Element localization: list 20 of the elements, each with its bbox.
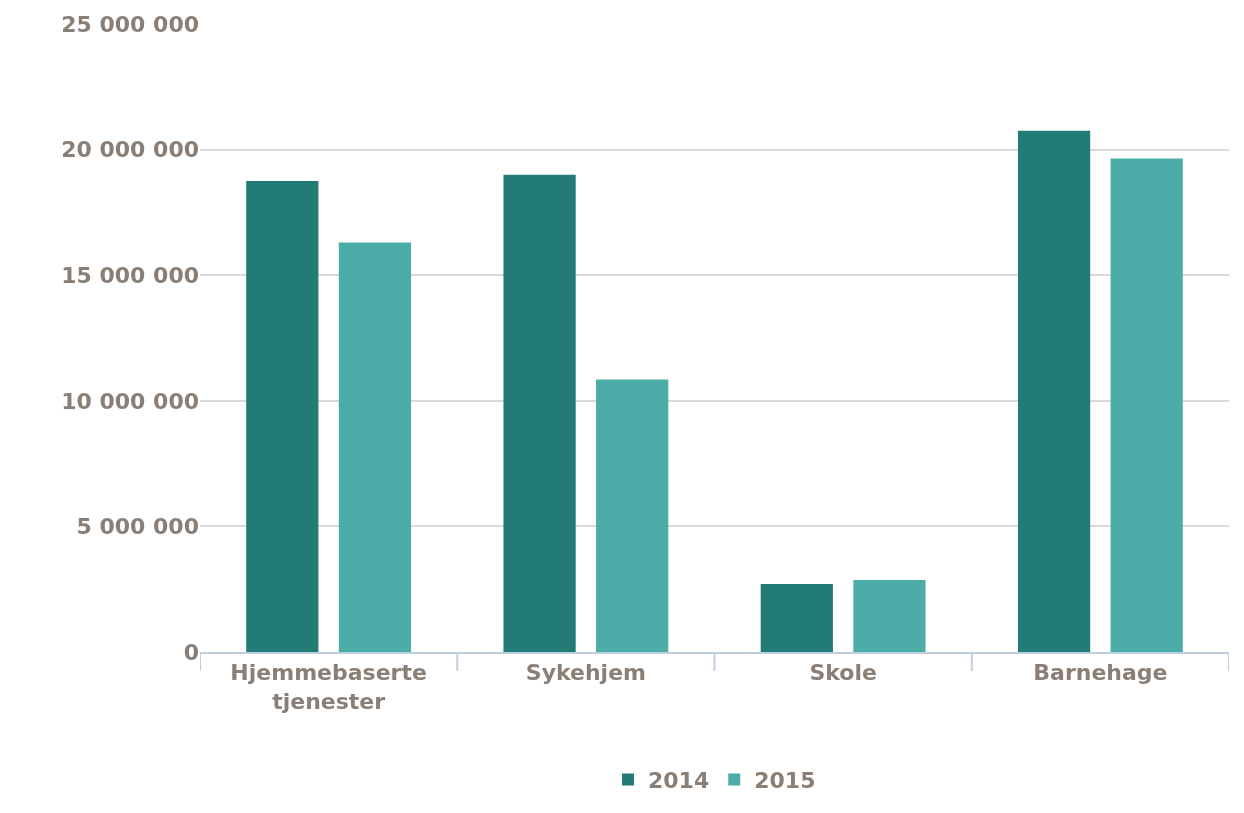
bar [338,242,412,652]
bar [853,579,926,652]
y-tick-label: 10 000 000 [61,388,199,414]
bar [246,181,319,652]
legend-label: 2015 [754,768,816,794]
bar [1110,158,1183,652]
x-tick-label: Barnehage [1033,660,1168,686]
bar [760,583,833,652]
x-tick-label: Skole [809,660,877,686]
legend-label: 2014 [648,768,710,794]
x-tick-label: Hjemmebaserte tjenester [230,660,427,714]
y-tick-label: 20 000 000 [61,137,199,163]
bar [503,174,576,652]
y-tick-label: 0 [183,639,199,665]
y-tick-label: 5 000 000 [76,514,199,540]
y-tick-label: 25 000 000 [61,11,199,37]
y-tick-label: 15 000 000 [61,262,199,288]
bar [596,379,669,652]
bar [1017,130,1091,652]
x-tick-label: Sykehjem [525,660,646,686]
